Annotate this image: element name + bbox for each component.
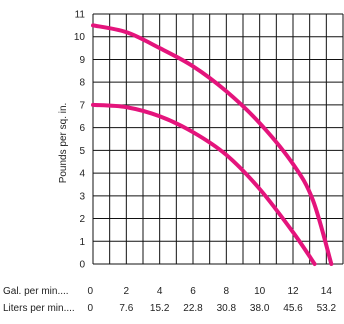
x-tick-label: 0 bbox=[87, 303, 93, 314]
x-tick-label: 38.0 bbox=[250, 303, 270, 314]
y-tick-label: 4 bbox=[79, 169, 85, 180]
y-tick-label: 8 bbox=[79, 78, 85, 89]
x-tick-label: 15.2 bbox=[150, 303, 170, 314]
y-tick-label: 9 bbox=[79, 55, 85, 66]
x-tick-label: 8 bbox=[224, 286, 230, 297]
x-row-label: Gal. per min.... bbox=[3, 286, 69, 297]
x-tick-label: 30.8 bbox=[217, 303, 237, 314]
x-row-label: Liters per min.... bbox=[3, 303, 75, 314]
x-tick-label: 22.8 bbox=[183, 303, 203, 314]
x-tick-label: 0 bbox=[87, 286, 93, 297]
y-tick-label: 3 bbox=[79, 191, 85, 202]
x-tick-label: 53.2 bbox=[317, 303, 337, 314]
series-line-2 bbox=[91, 102, 317, 266]
y-tick-label: 0 bbox=[79, 260, 85, 271]
curves bbox=[91, 23, 334, 266]
y-tick-label: 5 bbox=[79, 146, 85, 157]
x-tick-label: 2 bbox=[124, 286, 130, 297]
x-tick-label: 4 bbox=[157, 286, 163, 297]
x-tick-label: 7.6 bbox=[119, 303, 133, 314]
x-tick-label: 45.6 bbox=[283, 303, 303, 314]
x-tick-label: 12 bbox=[287, 286, 299, 297]
x-tick-rows: Gal. per min....0246810121416Liters per … bbox=[3, 286, 337, 314]
y-tick-label: 2 bbox=[79, 214, 85, 225]
y-tick-label: 7 bbox=[79, 100, 85, 111]
y-tick-label: 1 bbox=[79, 237, 85, 248]
x-tick-label: 10 bbox=[254, 286, 266, 297]
grid bbox=[92, 13, 344, 265]
series-line-1 bbox=[91, 23, 334, 266]
y-tick-label: 6 bbox=[79, 123, 85, 134]
y-tick-labels: 0 1 2 3 4 5 6 7 8 9 10 11 bbox=[74, 10, 86, 271]
x-tick-label: 6 bbox=[190, 286, 196, 297]
x-tick-label: 14 bbox=[321, 286, 333, 297]
y-tick-label: 11 bbox=[75, 10, 86, 21]
y-tick-label: 10 bbox=[74, 32, 86, 43]
y-axis-title: Pounds per sq. in. bbox=[58, 103, 69, 184]
